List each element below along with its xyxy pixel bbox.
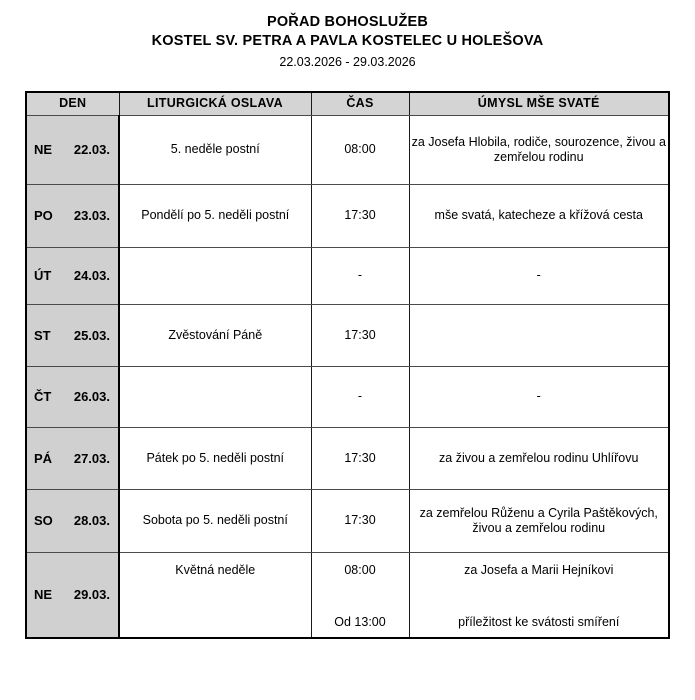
cell-liturgie: Pátek po 5. neděli postní (118, 427, 312, 490)
cell-liturgie: Zvěstování Páně (118, 304, 312, 367)
table-row: ČT 26.03. - - (25, 366, 670, 428)
table-row: PÁ 27.03. Pátek po 5. neděli postní 17:3… (25, 427, 670, 490)
column-header-umysl: ÚMYSL MŠE SVATÉ (408, 91, 670, 116)
heading-date-range: 22.03.2026 - 29.03.2026 (279, 55, 416, 69)
cell-day: PO 23.03. (25, 184, 120, 248)
day-date: 24.03. (73, 268, 110, 284)
table-header-row: DEN LITURGICKÁ OSLAVA ČAS ÚMYSL MŠE SVAT… (25, 91, 670, 116)
table-row: NE 29.03. Květná neděle 08:00 Od (25, 552, 670, 639)
day-date: 22.03. (73, 142, 110, 158)
cell-umysl: - (408, 366, 670, 428)
cell-day: PÁ 27.03. (25, 427, 120, 490)
table-row: SO 28.03. Sobota po 5. neděli postní 17:… (25, 489, 670, 553)
cell-cas: 17:30 (310, 304, 410, 367)
cell-day: NE 29.03. (25, 552, 120, 639)
day-date: 23.03. (73, 208, 110, 224)
cell-umysl: za Josefa Hlobila, rodiče, sourozence, ž… (408, 115, 670, 185)
day-date: 29.03. (73, 587, 110, 603)
day-abbreviation: PÁ (34, 450, 53, 466)
cell-day: ČT 26.03. (25, 366, 120, 428)
day-abbreviation: NE (34, 142, 53, 158)
cell-liturgie: Pondělí po 5. neděli postní (118, 184, 312, 248)
cell-umysl: za zemřelou Růženu a Cyrila Paštěkových,… (408, 489, 670, 553)
day-abbreviation: SO (34, 513, 53, 529)
cell-cas: 17:30 (310, 489, 410, 553)
heading-title-line2: KOSTEL SV. PETRA A PAVLA KOSTELEC U HOLE… (151, 33, 544, 49)
schedule-table: DEN LITURGICKÁ OSLAVA ČAS ÚMYSL MŠE SVAT… (25, 91, 670, 639)
day-date: 25.03. (73, 327, 110, 343)
day-abbreviation: NE (34, 587, 53, 603)
cas-line-primary: 08:00 (344, 563, 376, 577)
column-header-liturgie: LITURGICKÁ OSLAVA (118, 91, 312, 116)
cell-umysl: - (408, 247, 670, 305)
day-abbreviation: ÚT (34, 268, 52, 284)
cell-cas: 08:00 (310, 115, 410, 185)
cell-day: ÚT 24.03. (25, 247, 120, 305)
umysl-line-secondary: příležitost ke svátosti smíření (458, 615, 620, 629)
cell-umysl (408, 304, 670, 367)
table-row: PO 23.03. Pondělí po 5. neděli postní 17… (25, 184, 670, 248)
umysl-line-primary: za Josefa a Marii Hejníkovi (464, 563, 614, 577)
cell-cas: - (310, 247, 410, 305)
cell-liturgie: 5. neděle postní (118, 115, 312, 185)
cell-liturgie (118, 366, 312, 428)
day-abbreviation: ČT (34, 389, 52, 405)
cell-day: NE 22.03. (25, 115, 120, 185)
day-date: 26.03. (73, 389, 110, 405)
table-body: NE 22.03. 5. neděle postní 08:00 za Jose… (25, 115, 670, 639)
day-date: 28.03. (73, 513, 110, 529)
day-abbreviation: PO (34, 208, 53, 224)
cas-line-secondary: Od 13:00 (334, 615, 386, 629)
table-row: ST 25.03. Zvěstování Páně 17:30 (25, 304, 670, 367)
cell-liturgie: Květná neděle (118, 552, 312, 639)
column-header-cas: ČAS (310, 91, 410, 116)
liturgie-line-secondary (120, 614, 311, 630)
cell-cas: 17:30 (310, 184, 410, 248)
cell-cas: 08:00 Od 13:00 (310, 552, 410, 639)
cell-cas: - (310, 366, 410, 428)
day-date: 27.03. (73, 450, 110, 466)
cell-liturgie (118, 247, 312, 305)
liturgie-line-primary: Květná neděle (175, 563, 256, 577)
table-header: DEN LITURGICKÁ OSLAVA ČAS ÚMYSL MŠE SVAT… (25, 91, 670, 116)
cell-day: ST 25.03. (25, 304, 120, 367)
document-heading: POŘAD BOHOSLUŽEB KOSTEL SV. PETRA A PAVL… (0, 0, 695, 71)
cell-day: SO 28.03. (25, 489, 120, 553)
table-row: NE 22.03. 5. neděle postní 08:00 za Jose… (25, 115, 670, 185)
schedule-table-container: DEN LITURGICKÁ OSLAVA ČAS ÚMYSL MŠE SVAT… (25, 91, 670, 639)
column-header-den: DEN (25, 91, 120, 116)
table-row: ÚT 24.03. - - (25, 247, 670, 305)
cell-umysl: mše svatá, katecheze a křížová cesta (408, 184, 670, 248)
cell-umysl: za Josefa a Marii Hejníkovi příležitost … (408, 552, 670, 639)
heading-title-line1: POŘAD BOHOSLUŽEB (266, 14, 429, 30)
cell-cas: 17:30 (310, 427, 410, 490)
cell-liturgie: Sobota po 5. neděli postní (118, 489, 312, 553)
cell-umysl: za živou a zemřelou rodinu Uhlířovu (408, 427, 670, 490)
day-abbreviation: ST (34, 327, 51, 343)
